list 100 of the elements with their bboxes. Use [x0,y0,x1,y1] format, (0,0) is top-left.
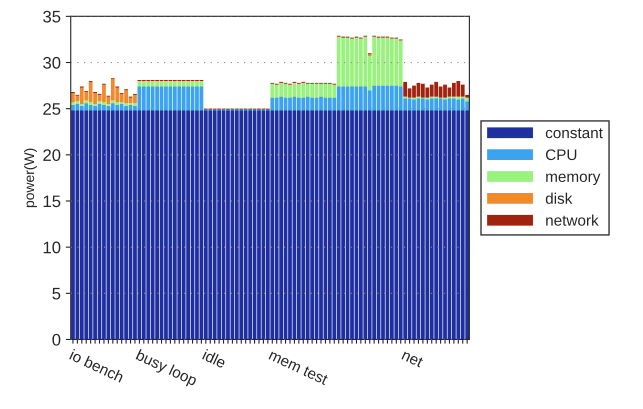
bar [301,98,306,111]
bar [234,110,239,340]
bar [341,86,346,111]
bar [279,96,284,111]
bar [88,102,93,105]
bar [80,87,84,104]
bar [172,110,177,340]
y-tick-label: 15 [44,196,60,208]
y-tick-label: 0 [52,334,60,346]
bar [341,38,346,87]
bar [296,110,301,340]
bar [80,106,84,111]
bar [177,110,182,340]
bar [150,80,155,87]
bar [398,86,403,111]
bar [430,84,434,97]
bar [266,110,270,340]
bar [394,110,398,340]
bar [182,80,186,87]
bar [420,84,425,98]
bar [358,38,363,87]
bar [390,110,394,340]
bar [460,84,465,97]
bar [341,110,346,340]
bar [394,38,398,86]
bar [430,110,434,340]
bar [434,82,438,97]
bar [398,110,403,340]
bar [274,98,279,111]
bar [460,98,465,111]
bar [306,110,310,340]
bar [394,86,398,111]
legend-label: CPU [546,149,576,160]
bar [301,110,306,340]
legend-label: constant [546,128,603,138]
bar [146,80,150,87]
bar [204,110,208,340]
y-tick-label: 10 [44,242,60,254]
bar [372,110,376,340]
bar [239,110,244,340]
bar [425,110,430,340]
bar [146,110,150,340]
bar [150,86,155,111]
bar [177,86,182,111]
bar [363,86,368,111]
bar [217,110,222,340]
bar [296,84,301,98]
bar [75,110,80,340]
bar [420,110,425,340]
bar [172,86,177,111]
bar [150,110,155,340]
bar [310,110,314,340]
bar [248,110,252,340]
bar [430,98,434,111]
x-tick-label: net [401,350,424,368]
bar [296,98,301,111]
legend-label: disk [546,192,572,204]
bar [310,84,314,98]
bar [279,110,284,340]
bar [328,98,332,111]
bar [328,84,332,98]
bar [425,87,430,98]
bar [465,110,470,340]
bar [270,98,274,111]
bar [84,110,88,340]
bar [306,84,310,97]
bar [120,104,124,111]
bar [403,110,408,340]
y-tick-label: 20 [43,149,60,162]
y-tick-label: 25 [43,103,60,115]
bar [270,84,274,98]
legend-label: memory [546,174,600,186]
bar [110,103,115,111]
bar [279,82,284,97]
bar [372,86,376,111]
bar [84,103,88,111]
bar [398,40,403,87]
legend-label: network [546,214,599,226]
x-tick-label: busy loop [134,348,198,389]
bar [177,80,182,87]
bar [244,110,248,340]
bar [75,104,80,111]
bar [456,80,460,97]
bar [110,79,115,100]
bar [146,86,150,111]
bar [456,110,460,340]
bar [425,99,430,111]
bar [368,110,372,340]
bar [208,110,212,340]
bar [270,110,274,340]
bar [372,36,376,86]
bar [80,110,84,340]
bar [310,98,314,111]
x-tick-label: idle [202,348,227,368]
x-tick-label: mem test [268,350,329,386]
bar [460,110,465,340]
bar [115,110,120,340]
bar [212,110,217,340]
bar [75,101,80,104]
bar [465,101,470,111]
